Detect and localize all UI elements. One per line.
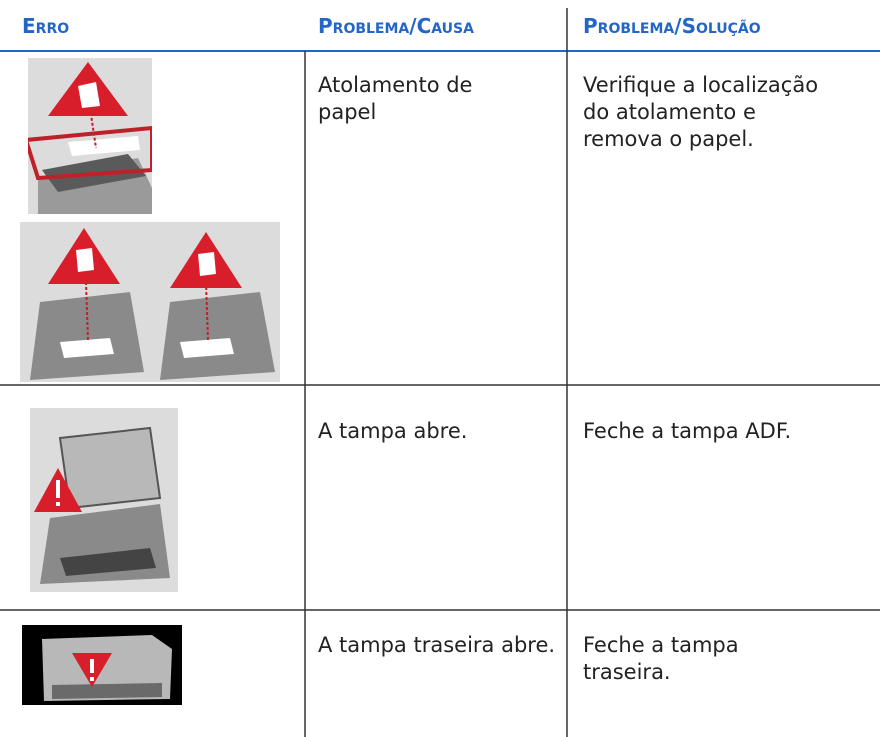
cause-cell: Atolamento de papel: [318, 73, 473, 124]
paper-jam-adf-icon: [20, 222, 280, 382]
cover-open-icon: [30, 408, 178, 592]
solution-cell: Feche a tampa ADF.: [583, 419, 792, 443]
rear-cover-open-icon: [22, 625, 182, 705]
header-cell: Erro: [22, 14, 70, 38]
cause-cell: A tampa abre.: [318, 419, 468, 443]
solution-cell: Verifique a localização do atolamento e …: [583, 73, 819, 151]
paper-jam-icon: [28, 58, 152, 214]
solution-cell: Feche a tampa traseira.: [583, 633, 739, 684]
header-cell: Problema/Causa: [318, 14, 474, 38]
cause-cell: A tampa traseira abre.: [318, 633, 556, 657]
header-cell: Problema/Solução: [583, 14, 761, 38]
